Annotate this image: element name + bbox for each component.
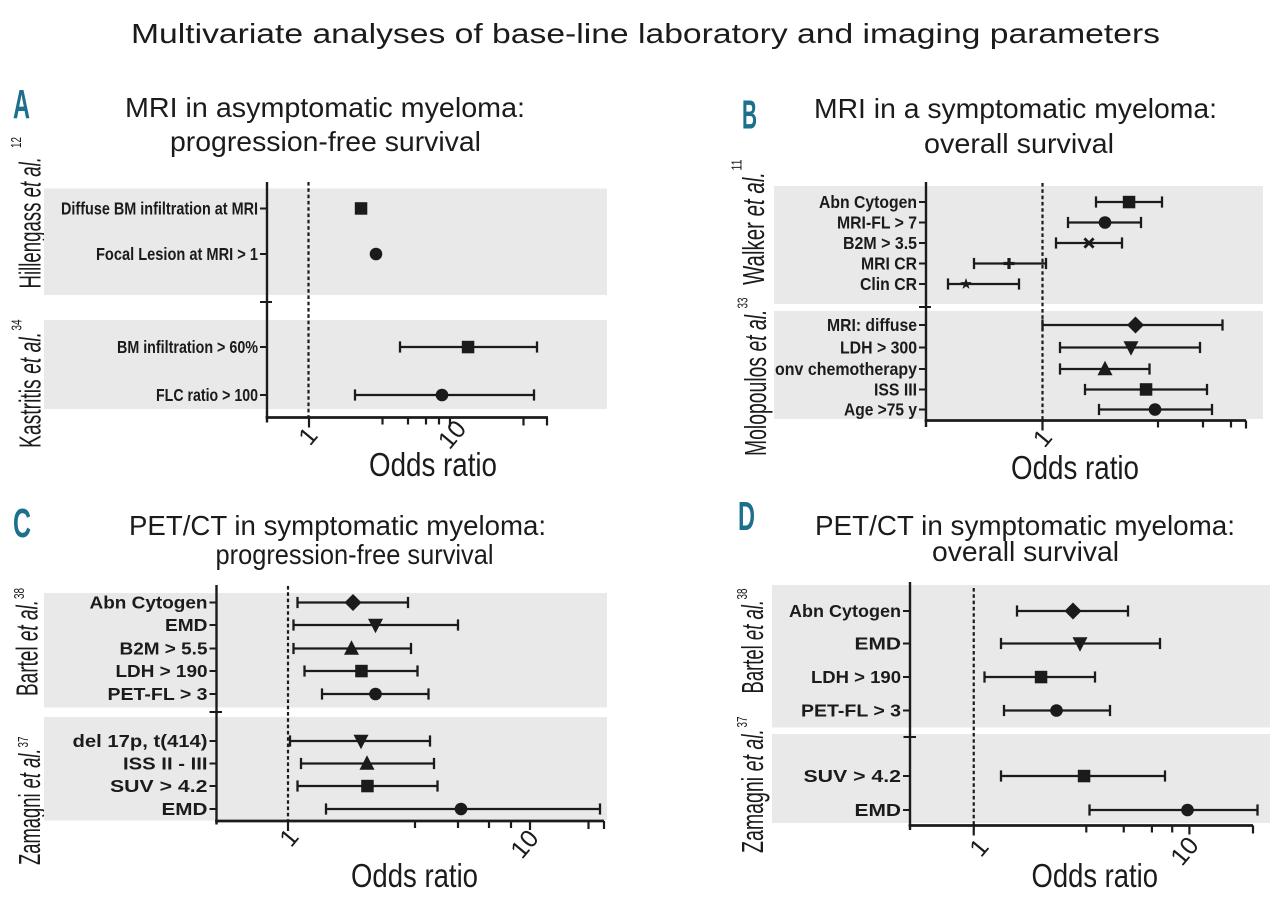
svg-text:Abn Cytogen: Abn Cytogen <box>90 593 208 613</box>
svg-text:B2M > 5.5: B2M > 5.5 <box>120 639 208 659</box>
svg-text:12: 12 <box>8 137 25 148</box>
svg-text:Clin CR: Clin CR <box>860 274 917 294</box>
svg-text:MRI-FL > 7: MRI-FL > 7 <box>837 213 917 233</box>
svg-text:A: A <box>13 81 30 127</box>
svg-text:SUV > 4.2: SUV > 4.2 <box>804 766 902 786</box>
svg-text:Age >75 y: Age >75 y <box>844 400 917 420</box>
svg-text:del 17p, t(414): del 17p, t(414) <box>73 731 208 751</box>
svg-text:Odds ratio: Odds ratio <box>351 857 478 894</box>
svg-text:PET-FL > 3: PET-FL > 3 <box>108 684 208 704</box>
svg-text:Hillengass et al.: Hillengass et al. <box>13 157 48 289</box>
svg-text:PET/CT in symptomatic myeloma:: PET/CT in symptomatic myeloma: <box>129 510 546 541</box>
svg-text:Walker et al.: Walker et al. <box>736 172 771 285</box>
svg-text:PET-FL > 3: PET-FL > 3 <box>801 701 901 721</box>
svg-text:progression-free survival: progression-free survival <box>216 539 494 570</box>
svg-text:Odds ratio: Odds ratio <box>1032 857 1159 894</box>
svg-text:34: 34 <box>9 320 26 331</box>
svg-text:D: D <box>738 493 755 539</box>
svg-text:Abn Cytogen: Abn Cytogen <box>819 192 917 212</box>
svg-text:Zamagni et al.: Zamagni et al. <box>12 749 47 866</box>
svg-text:overall survival: overall survival <box>932 536 1119 567</box>
svg-text:11: 11 <box>729 160 746 171</box>
svg-text:EMD: EMD <box>162 799 208 819</box>
svg-text:MRI in asymptomatic myeloma:: MRI in asymptomatic myeloma: <box>125 92 525 123</box>
svg-text:C: C <box>13 500 31 546</box>
svg-text:overall survival: overall survival <box>924 128 1114 159</box>
svg-text:37: 37 <box>734 717 751 728</box>
svg-text:33: 33 <box>735 298 752 309</box>
svg-text:LDH > 190: LDH > 190 <box>811 667 901 687</box>
svg-text:SUV > 4.2: SUV > 4.2 <box>110 776 208 796</box>
svg-text:38: 38 <box>734 589 751 600</box>
svg-text:progression-free survival: progression-free survival <box>170 126 481 157</box>
svg-text:EMD: EMD <box>855 634 902 654</box>
svg-text:Odds ratio: Odds ratio <box>1011 449 1139 486</box>
svg-text:B: B <box>742 92 757 138</box>
svg-text:onv chemotherapy: onv chemotherapy <box>775 359 917 379</box>
svg-text:MRI CR: MRI CR <box>861 254 917 274</box>
svg-text:MRI: diffuse: MRI: diffuse <box>827 315 917 335</box>
svg-text:Odds ratio: Odds ratio <box>369 446 497 483</box>
svg-text:EMD: EMD <box>165 615 208 635</box>
svg-text:Kastritis et al.: Kastritis et al. <box>13 332 48 448</box>
svg-text:BM infiltration > 60%: BM infiltration > 60% <box>117 337 258 357</box>
svg-text:LDH > 300: LDH > 300 <box>840 338 917 358</box>
svg-text:Abn Cytogen: Abn Cytogen <box>789 601 901 621</box>
svg-text:ISS III: ISS III <box>874 380 917 400</box>
svg-text:Zamagni et al.: Zamagni et al. <box>735 729 770 853</box>
svg-text:37: 37 <box>15 737 32 748</box>
svg-text:Diffuse BM infiltration at MRI: Diffuse BM infiltration at MRI <box>61 199 258 219</box>
svg-text:EMD: EMD <box>855 800 902 820</box>
svg-text:Bartel et al.: Bartel et al. <box>10 600 45 696</box>
svg-text:LDH > 190: LDH > 190 <box>116 661 208 681</box>
svg-text:ISS II - III: ISS II - III <box>123 754 208 774</box>
svg-text:FLC ratio > 100: FLC ratio > 100 <box>156 385 258 405</box>
svg-text:Bartel et al.: Bartel et al. <box>735 600 770 694</box>
svg-text:MRI in a symptomatic myeloma:: MRI in a symptomatic myeloma: <box>814 93 1217 124</box>
svg-text:Molopoulos et al.: Molopoulos et al. <box>738 310 773 456</box>
svg-text:38: 38 <box>11 588 28 599</box>
svg-text:PET/CT in symptomatic myeloma:: PET/CT in symptomatic myeloma: <box>815 510 1235 541</box>
svg-text:Focal Lesion at MRI > 1: Focal Lesion at MRI > 1 <box>96 244 258 264</box>
svg-text:B2M > 3.5: B2M > 3.5 <box>843 233 917 253</box>
svg-text:Multivariate analyses of base-: Multivariate analyses of base-line labor… <box>131 18 1160 49</box>
